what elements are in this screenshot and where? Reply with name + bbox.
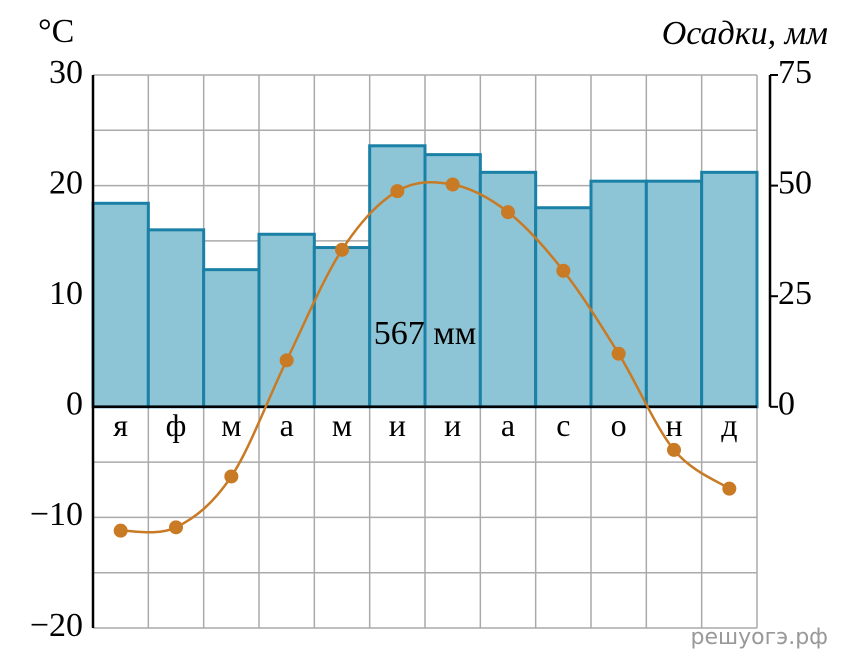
x-tick-label: д [721,407,737,443]
temperature-point [169,520,183,535]
precipitation-bar [644,179,704,409]
x-tick-label: я [113,407,128,443]
x-tick-label: м [221,407,241,443]
y2-tick-label: 25 [778,275,812,312]
y2-tick-label: 50 [778,164,812,201]
precipitation-bar [589,179,648,409]
temperature-point [224,469,239,484]
x-tick-label: с [556,407,570,443]
x-tick-label: и [389,407,406,443]
temperature-point [556,263,571,278]
y2-tick-label: 0 [778,386,795,423]
x-tick-label: а [280,407,294,443]
y2-axis-label: Осадки, мм [662,15,828,52]
temperature-point [722,481,737,496]
precipitation-bar [202,268,261,409]
x-tick-label: о [611,407,627,443]
x-tick-label: ф [166,407,187,443]
x-tick-label: а [501,407,515,443]
watermark: решуогэ.рф [690,625,828,650]
precipitation-bar [312,246,372,409]
y-tick-label: 0 [66,386,83,423]
precipitation-bar [91,201,150,409]
precipitation-bar [534,206,593,409]
x-tick-label: н [665,407,682,443]
precipitation-bar [700,170,759,409]
y2-tick-label: 75 [778,54,812,91]
y-tick-label: −10 [30,496,83,533]
temperature-point [113,523,128,538]
annotation: 567 мм [374,315,477,352]
temperature-point [279,353,294,368]
x-tick-label: м [332,407,352,443]
precipitation-bar [423,153,482,409]
y-axis-label: °C [38,13,74,50]
temperature-point [390,184,405,199]
x-tick-label: и [444,407,461,443]
y-tick-label: 10 [49,275,83,312]
y-tick-label: 20 [49,164,83,201]
temperature-point [501,205,515,220]
precipitation-bar [146,228,206,409]
y-tick-label: 30 [49,54,83,91]
temperature-point [335,242,349,257]
temperature-point [611,346,626,361]
temperature-point [667,442,681,457]
temperature-point [445,177,460,192]
y-tick-label: −20 [30,607,83,644]
